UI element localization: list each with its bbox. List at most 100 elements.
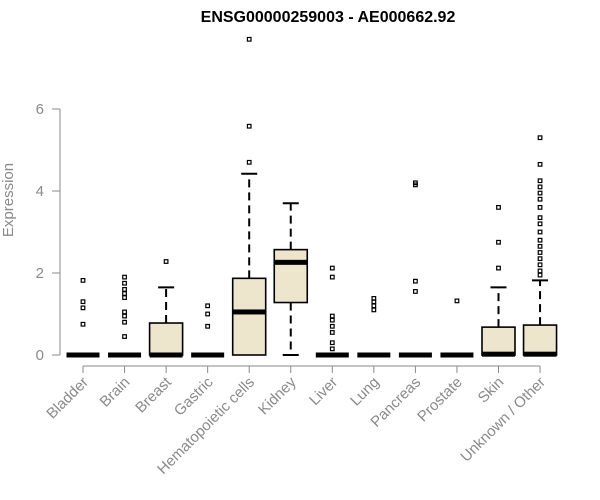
outlier-point <box>329 330 335 335</box>
outlier-point <box>329 313 335 319</box>
median-line <box>440 352 474 358</box>
box-body <box>481 326 516 356</box>
outlier-point <box>537 256 543 262</box>
outlier-point <box>537 161 543 167</box>
outlier-point <box>537 221 543 227</box>
box-8 <box>398 180 432 358</box>
outlier-point <box>122 280 127 286</box>
outlier-point <box>80 321 86 327</box>
median-line <box>149 352 183 358</box>
median-line <box>482 351 515 357</box>
outlier-point <box>496 265 501 271</box>
box-body <box>273 248 309 304</box>
median-line <box>108 352 142 358</box>
outlier-point <box>246 159 252 165</box>
outlier-point <box>371 307 377 313</box>
box-body <box>148 322 184 356</box>
outlier-point <box>537 205 543 210</box>
outlier-point <box>537 196 543 202</box>
outlier-point <box>413 278 418 284</box>
outlier-point <box>163 259 169 264</box>
outlier-point <box>496 239 501 245</box>
median-line <box>315 352 349 358</box>
box-4 <box>231 36 267 356</box>
outlier-point <box>122 287 127 292</box>
outlier-point <box>537 250 543 255</box>
boxes-group <box>66 36 558 358</box>
outlier-point <box>537 178 543 184</box>
box-0 <box>66 277 100 358</box>
box-10 <box>481 205 516 357</box>
median-line <box>398 352 432 358</box>
outlier-point <box>329 265 335 271</box>
x-tick-label: Skin <box>475 374 508 407</box>
outlier-point <box>80 305 86 311</box>
outlier-point <box>413 180 418 186</box>
outlier-point <box>537 262 543 268</box>
x-tick-label: Kidney <box>255 373 300 418</box>
outlier-point <box>371 303 377 309</box>
x-tick-label: Bladder <box>43 374 92 423</box>
outlier-point <box>329 317 335 323</box>
box-5 <box>273 202 309 356</box>
outlier-point <box>537 135 543 141</box>
outlier-point <box>537 229 543 235</box>
outlier-point <box>205 303 211 309</box>
outlier-point <box>537 272 543 278</box>
median-line <box>191 352 225 358</box>
outlier-point <box>122 313 127 319</box>
outlier-point <box>80 299 86 305</box>
outlier-point <box>537 237 543 243</box>
x-tick-label: Brain <box>97 374 134 411</box>
outlier-point <box>80 277 86 283</box>
box-9 <box>440 298 474 358</box>
x-tick-label: Prostate <box>414 374 466 426</box>
median-line <box>357 352 391 358</box>
box-body <box>522 324 558 356</box>
outlier-point <box>246 123 252 129</box>
outlier-point <box>537 268 543 274</box>
median-line <box>523 351 557 357</box>
x-tick-label: Lung <box>347 374 383 410</box>
outlier-point <box>329 323 335 329</box>
y-tick-label: 2 <box>36 265 44 282</box>
outlier-point <box>122 309 127 315</box>
box-1 <box>108 274 142 358</box>
box-6 <box>315 265 349 358</box>
outlier-point <box>371 296 377 301</box>
median-line <box>66 352 100 358</box>
outlier-point <box>122 295 127 300</box>
y-axis-label: Expression <box>0 163 17 237</box>
outlier-point <box>329 274 335 280</box>
outlier-point <box>205 311 211 317</box>
median-line <box>232 309 266 315</box>
box-3 <box>191 303 225 358</box>
box-11 <box>522 135 558 357</box>
outlier-point <box>413 289 418 294</box>
outlier-point <box>537 243 543 249</box>
x-tick-label: Breast <box>132 373 175 416</box>
y-tick-label: 6 <box>36 101 44 118</box>
outlier-point <box>537 190 543 196</box>
outlier-point <box>122 291 127 296</box>
y-tick-label: 4 <box>36 183 44 200</box>
box-7 <box>357 296 391 358</box>
outlier-point <box>205 323 211 329</box>
outlier-point <box>122 274 127 280</box>
box-body <box>231 277 267 356</box>
outlier-point <box>537 215 543 221</box>
chart-title: ENSG00000259003 - AE000662.92 <box>201 9 456 26</box>
y-tick-label: 0 <box>36 347 44 364</box>
y-axis: 0 2 4 6 <box>36 101 61 364</box>
median-line <box>274 259 308 265</box>
outlier-point <box>246 36 252 42</box>
x-tick-label: Liver <box>306 374 341 409</box>
outlier-point <box>122 334 127 339</box>
outlier-point <box>329 346 335 352</box>
outlier-point <box>537 184 543 190</box>
outlier-point <box>329 340 335 346</box>
outlier-point <box>496 205 501 210</box>
outlier-point <box>454 298 460 304</box>
